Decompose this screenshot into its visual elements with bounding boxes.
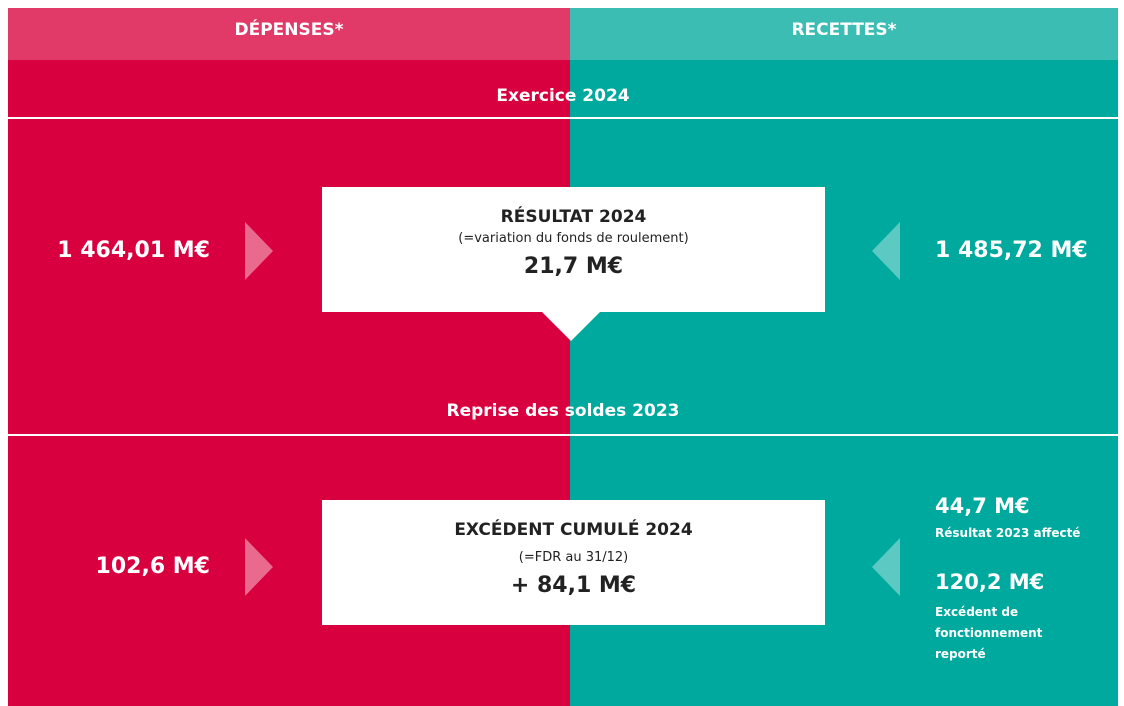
arrow-left <box>872 538 900 596</box>
divider <box>8 434 1118 436</box>
right-value: 1 485,72 M€ <box>935 238 1088 263</box>
arrow-right <box>245 538 273 596</box>
divider <box>8 117 1118 119</box>
arrow-left <box>872 222 900 280</box>
box-value: + 84,1 M€ <box>510 573 637 598</box>
header-left-bg <box>8 8 570 60</box>
section-title: Exercice 2024 <box>496 86 630 106</box>
right-item-value: 120,2 M€ <box>935 570 1045 594</box>
box-subtitle: (=variation du fonds de roulement) <box>458 231 689 246</box>
right-item-label: Excédent de fonctionnement reporté <box>935 605 1043 661</box>
header-left: DÉPENSES* <box>234 20 344 40</box>
box-pointer <box>540 310 602 341</box>
result-box: RÉSULTAT 2024 (=variation du fonds de ro… <box>322 187 825 312</box>
box-title: RÉSULTAT 2024 <box>500 207 647 227</box>
section-title: Reprise des soldes 2023 <box>446 401 680 421</box>
header-right: RECETTES* <box>791 20 897 40</box>
box-title: EXCÉDENT CUMULÉ 2024 <box>454 520 693 540</box>
header-right-bg <box>570 8 1118 60</box>
left-value: 1 464,01 M€ <box>57 238 210 263</box>
box-value: 21,7 M€ <box>523 254 624 279</box>
left-value: 102,6 M€ <box>95 554 210 579</box>
cumulative-box: EXCÉDENT CUMULÉ 2024 (=FDR au 31/12) + 8… <box>322 500 825 625</box>
arrow-right <box>245 222 273 280</box>
box-subtitle: (=FDR au 31/12) <box>518 550 629 565</box>
right-item-label: Résultat 2023 affecté <box>935 526 1081 540</box>
right-item-value: 44,7 M€ <box>935 494 1030 518</box>
